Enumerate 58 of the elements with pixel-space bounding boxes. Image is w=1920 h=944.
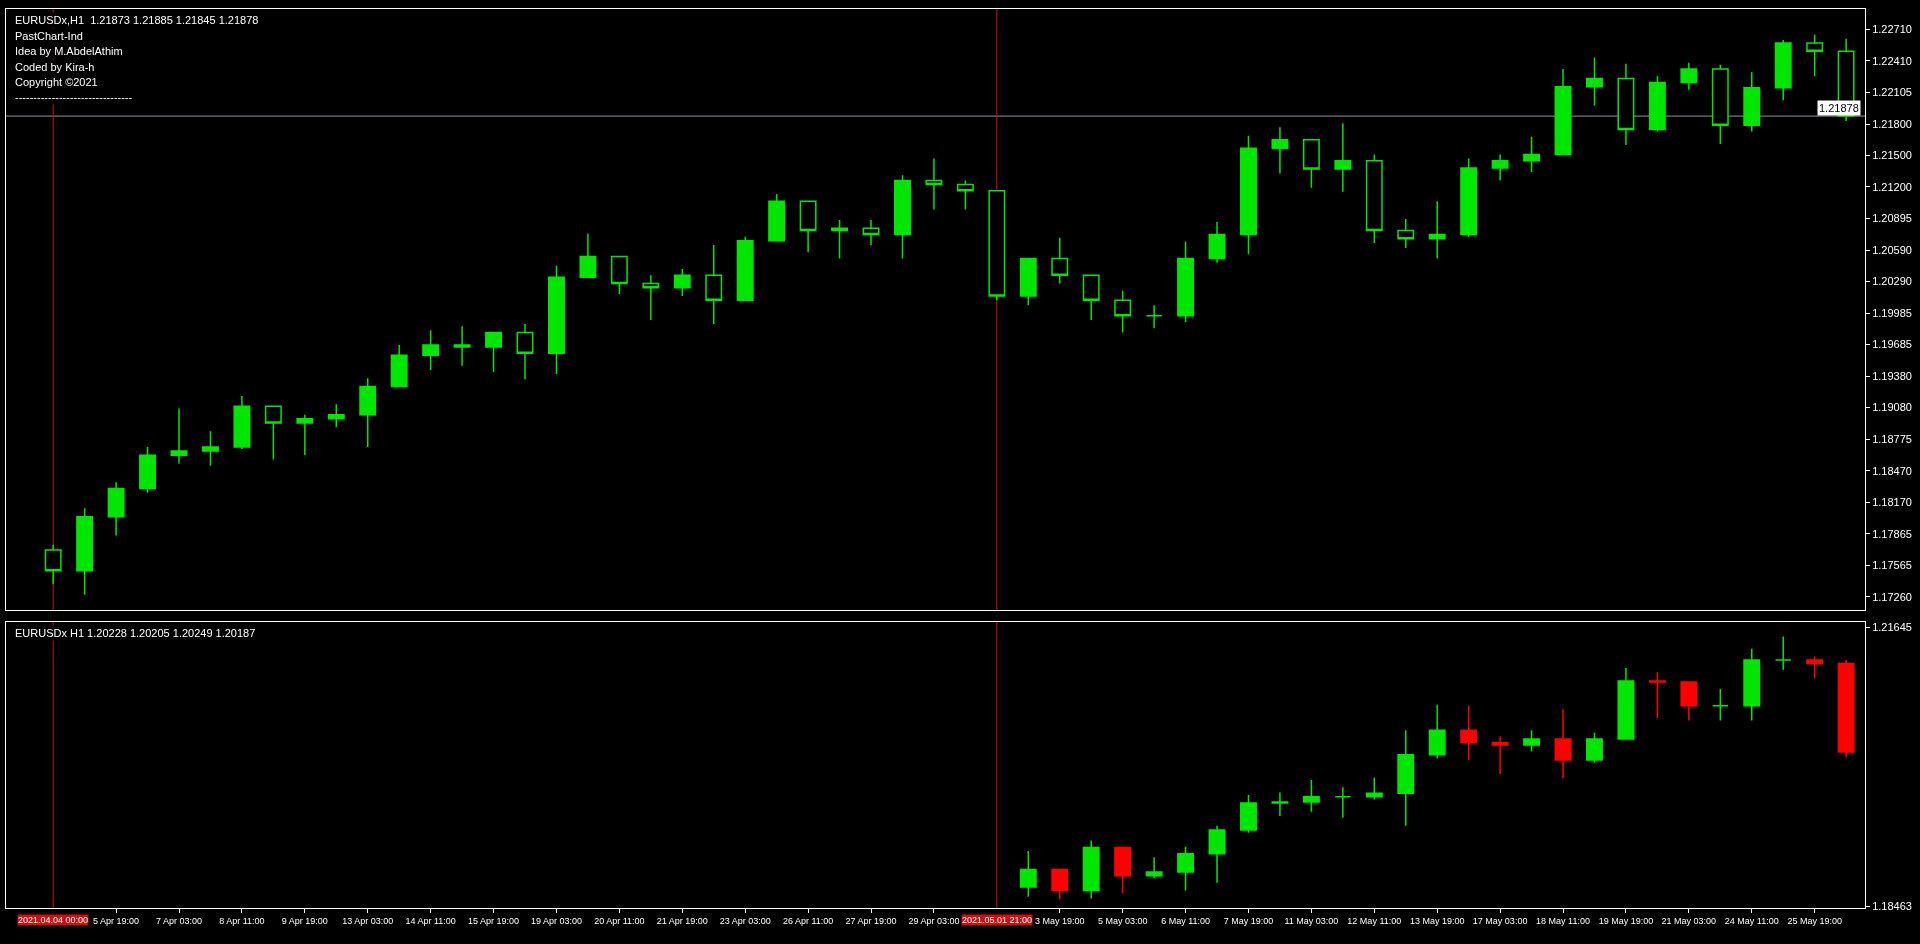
x-tick-label: 21 May 03:00 (1661, 915, 1717, 926)
x-tick-label: 7 Apr 03:00 (155, 915, 203, 926)
y-tick-label: 1.19380 (1872, 369, 1912, 382)
y-tick-label: 1.19685 (1872, 338, 1912, 351)
x-tick-label: 5 May 03:00 (1097, 915, 1148, 926)
y-tick-label: 1.20290 (1872, 275, 1912, 288)
y-tick-label: 1.21645 (1872, 621, 1912, 634)
x-tick-label: 25 May 19:00 (1787, 915, 1842, 926)
x-tick-label: 29 Apr 03:00 (908, 915, 960, 926)
annotation: -------------------------------- (15, 91, 133, 103)
x-tick-label: 23 Apr 03:00 (719, 915, 771, 926)
x-tick-label: 3 May 19:00 (1034, 915, 1085, 926)
annotation: Copyright ©2021 (15, 76, 98, 88)
y-tick-label: 1.17260 (1872, 590, 1912, 603)
y-tick-label: 1.20895 (1872, 212, 1912, 225)
y-tick-label: 1.17865 (1872, 527, 1912, 540)
x-tick-label: 20 Apr 11:00 (594, 915, 645, 926)
x-tick-label: 21 Apr 19:00 (656, 915, 708, 926)
y-tick-label: 1.17565 (1872, 558, 1912, 571)
y-tick-label: 1.18470 (1872, 464, 1912, 477)
annotation: Coded by Kira-h (15, 61, 95, 73)
x-tick-label: 6 May 11:00 (1161, 915, 1211, 926)
text: EURUSDx,H1 1.21873 1.21885 1.21845 1.21878 (15, 14, 259, 26)
x-tick-label: 27 Apr 19:00 (845, 915, 897, 926)
x-tick-label: 24 May 11:00 (1724, 915, 1779, 926)
x-tick-label: 18 May 11:00 (1536, 915, 1590, 926)
y-tick-label: 1.21800 (1872, 118, 1912, 131)
x-tick-label: 13 May 19:00 (1409, 915, 1465, 926)
x-tick-label: 15 Apr 19:00 (468, 915, 520, 926)
annotation: PastChart-Ind (15, 30, 83, 42)
x-tick-label: 8 Apr 11:00 (219, 915, 265, 926)
y-tick-label: 1.21200 (1872, 180, 1912, 193)
ref-line-label: 1.21878 (1819, 102, 1859, 114)
y-tick-label: 1.19080 (1872, 401, 1912, 414)
x-tick-label: 7 May 19:00 (1223, 915, 1274, 926)
y-tick-label: 1.18170 (1872, 495, 1912, 508)
x-tick-label: 11 May 03:00 (1284, 915, 1339, 926)
y-tick-label: 1.18463 (1872, 899, 1912, 912)
x-tick-label: 19 Apr 03:00 (530, 915, 582, 926)
annotation: Idea by M.AbdelAthim (15, 45, 123, 57)
y-tick-label: 1.18775 (1872, 432, 1912, 445)
x-tick-label: 13 Apr 03:00 (342, 915, 394, 926)
x-tick-label: 9 Apr 19:00 (281, 915, 328, 926)
x-tick-label: 12 May 11:00 (1347, 915, 1402, 926)
y-tick-label: 1.19985 (1872, 306, 1912, 319)
y-tick-label: 1.20590 (1872, 244, 1912, 257)
x-tick-label: 2021.05.01 21:00 (962, 915, 1033, 925)
x-tick-label: 26 Apr 11:00 (782, 915, 834, 926)
x-tick-label: 17 May 03:00 (1472, 915, 1528, 926)
x-tick-label: 2021.04.04 00:00 (18, 915, 89, 925)
text: EURUSDx H1 1.20228 1.20205 1.20249 1.20187 (15, 627, 256, 639)
y-tick-label: 1.22105 (1872, 86, 1912, 99)
x-tick-label: 5 Apr 19:00 (93, 915, 140, 926)
x-tick-label: 19 May 19:00 (1598, 915, 1654, 926)
y-tick-label: 1.22410 (1872, 54, 1912, 67)
y-tick-label: 1.21500 (1872, 149, 1912, 162)
x-tick-label: 14 Apr 11:00 (405, 915, 456, 926)
y-tick-label: 1.22710 (1872, 23, 1912, 36)
